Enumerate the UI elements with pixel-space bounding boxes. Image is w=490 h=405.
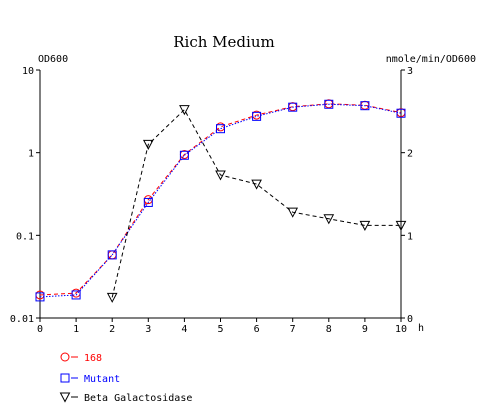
series-layer: [35, 99, 407, 303]
x-tick-label: 4: [181, 324, 187, 335]
series-1: [35, 99, 406, 302]
series-line: [111, 108, 401, 298]
data-point: [324, 99, 334, 109]
x-axis-unit: h: [418, 323, 424, 334]
data-point: [216, 122, 225, 132]
x-tick-label: 2: [109, 324, 115, 335]
data-point: [215, 170, 226, 181]
x-tick-label: 6: [254, 324, 260, 335]
left-tick-label: 1: [28, 149, 34, 160]
left-tick-label: 10: [22, 66, 34, 77]
legend-marker: [59, 392, 71, 403]
right-axis-title: nmole/min/OD600: [386, 54, 476, 65]
data-point: [71, 290, 81, 300]
right-tick-label: 3: [407, 66, 413, 77]
data-point: [179, 150, 189, 160]
x-tick-label: 8: [326, 324, 332, 335]
data-point: [143, 197, 153, 207]
right-tick-label: 1: [407, 231, 413, 242]
x-tick-label: 5: [217, 324, 223, 335]
data-point: [395, 220, 407, 231]
x-tick-label: 9: [362, 324, 368, 335]
left-tick-label: 0.01: [10, 314, 34, 325]
right-axis-ticks: 0 1 2 3: [401, 66, 413, 325]
x-tick-label: 10: [395, 324, 407, 335]
data-point: [360, 101, 370, 111]
legend-label: 168: [84, 353, 102, 364]
data-point: [106, 292, 118, 303]
series-0: [35, 99, 406, 300]
x-tick-label: 1: [73, 324, 79, 335]
data-point: [216, 124, 225, 134]
legend-item: 168: [60, 352, 102, 364]
legend-marker: [60, 373, 70, 383]
data-point: [396, 108, 406, 118]
x-tick-label: 0: [37, 324, 43, 335]
series-2: [106, 105, 407, 303]
left-tick-label: 0.1: [16, 231, 34, 242]
x-tick-label: 7: [290, 324, 296, 335]
data-point: [251, 179, 262, 190]
x-ticks: 0 1 2 3 4 5 6 7 8 9 10: [37, 318, 407, 335]
left-axis-title: OD600: [38, 54, 68, 65]
right-tick-label: 2: [407, 149, 413, 160]
data-point: [359, 220, 371, 231]
legend-label: Beta Galactosidase: [84, 393, 192, 404]
data-point: [323, 214, 335, 225]
data-point: [35, 292, 45, 302]
legend: 168 Mutant Beta Galactosidase: [59, 352, 192, 404]
data-point: [179, 105, 190, 116]
legend-label: Mutant: [84, 374, 120, 385]
legend-item: Beta Galactosidase: [59, 392, 192, 404]
x-tick-label: 3: [145, 324, 151, 335]
series-line: [39, 103, 402, 298]
data-point: [142, 139, 154, 150]
chart-title: Rich Medium: [173, 33, 274, 51]
data-point: [287, 207, 299, 218]
data-point: [107, 250, 117, 260]
left-axis-ticks: 0.01 0.1 1 10: [10, 66, 40, 325]
data-point: [288, 102, 298, 112]
legend-marker: [60, 352, 70, 362]
right-tick-label: 0: [407, 314, 413, 325]
data-point: [252, 111, 262, 121]
legend-item: Mutant: [60, 373, 120, 385]
